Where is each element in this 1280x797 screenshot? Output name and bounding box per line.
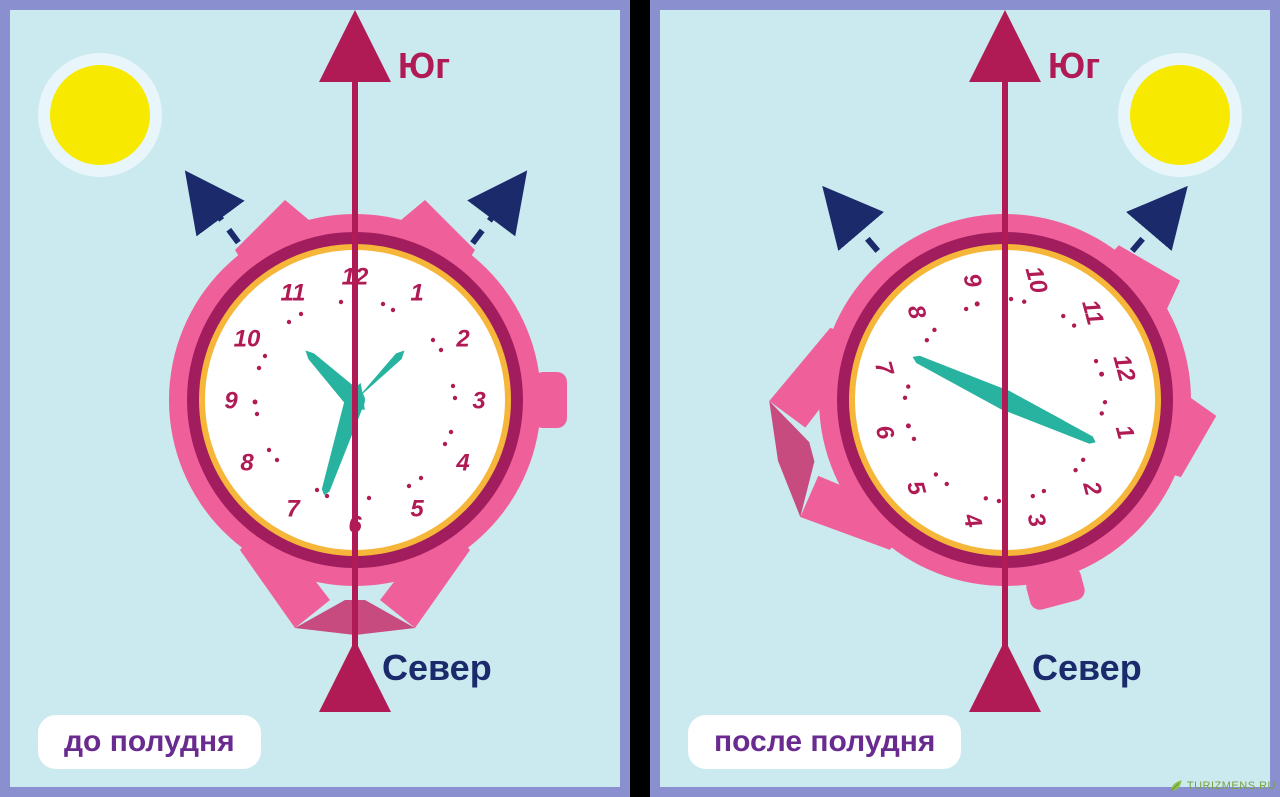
south-label: Юг [398, 45, 450, 86]
watermark-text: TURIZMENS.RU [1187, 780, 1276, 792]
sun-icon [50, 65, 150, 165]
watermark: TURIZMENS.RU [1169, 779, 1276, 793]
north-label: Север [1032, 647, 1142, 688]
sun-icon [1130, 65, 1230, 165]
svg-text:10: 10 [234, 325, 261, 352]
north-label: Север [382, 647, 492, 688]
svg-text:7: 7 [286, 495, 301, 522]
svg-text:11: 11 [281, 279, 306, 306]
svg-text:4: 4 [455, 449, 469, 476]
diagram-root: 12 1 2 3 4 5 6 7 8 9 10 11 [0, 0, 1280, 797]
svg-text:8: 8 [240, 449, 254, 476]
time-label-after-noon: после полудня [688, 715, 961, 769]
panel-svg-right: 12 1 2 3 4 5 6 7 8 9 10 11 [650, 0, 1280, 797]
panel-before-noon: 12 1 2 3 4 5 6 7 8 9 10 11 [0, 0, 630, 797]
svg-text:3: 3 [472, 387, 486, 414]
svg-text:2: 2 [455, 325, 470, 352]
svg-text:5: 5 [410, 495, 424, 522]
svg-text:1: 1 [410, 279, 423, 306]
svg-text:9: 9 [224, 387, 238, 414]
panel-after-noon: 12 1 2 3 4 5 6 7 8 9 10 11 [650, 0, 1280, 797]
leaf-icon [1169, 779, 1183, 793]
south-label: Юг [1048, 45, 1100, 86]
panel-svg-left: 12 1 2 3 4 5 6 7 8 9 10 11 [0, 0, 630, 797]
time-label-before-noon: до полудня [38, 715, 261, 769]
